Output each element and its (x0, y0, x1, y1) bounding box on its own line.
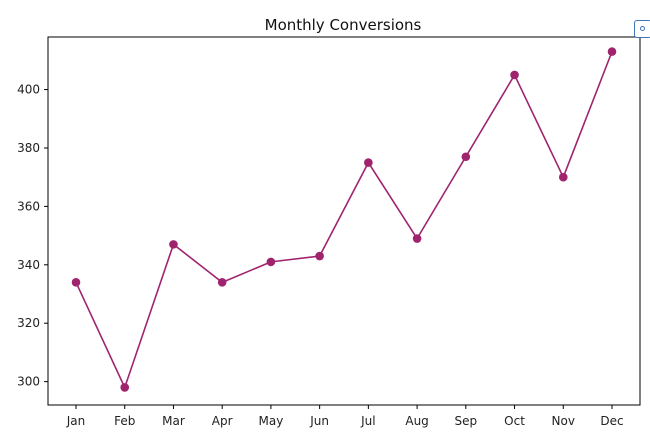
x-tick-label: Nov (552, 414, 575, 428)
data-point (217, 278, 227, 287)
data-point (120, 383, 130, 392)
data-point (558, 172, 568, 182)
x-tick-label: Feb (114, 414, 135, 428)
expand-icon-center (640, 26, 645, 31)
data-point (510, 70, 519, 80)
y-tick-label: 340 (17, 258, 40, 272)
data-point (461, 152, 471, 162)
data-point (71, 278, 81, 287)
y-tick-label: 380 (17, 141, 40, 155)
y-tick-label: 360 (17, 199, 40, 213)
data-point (607, 47, 617, 56)
x-tick-label: Apr (212, 414, 233, 428)
x-tick-label: May (259, 414, 284, 428)
axes-frame (47, 36, 641, 406)
y-tick-label: 320 (17, 316, 40, 330)
plot-area: 300 320 340 360 380 400 Jan Feb Mar Apr May Jun Jul A… (17, 36, 641, 428)
expand-icon[interactable] (634, 20, 650, 38)
x-tick-label: Mar (162, 414, 185, 428)
x-tick-label: Dec (600, 414, 623, 428)
data-point (412, 234, 422, 243)
x-tick-label: Oct (504, 414, 525, 428)
data-point (266, 257, 276, 267)
series-line (75, 51, 613, 389)
chart-title: Monthly Conversions (265, 16, 422, 34)
data-point (364, 158, 373, 167)
x-tick-label: Jan (66, 414, 86, 428)
x-tick-label: Aug (405, 414, 428, 428)
data-point (169, 240, 178, 249)
x-tick-label: Jul (360, 414, 375, 428)
data-point (315, 251, 324, 261)
y-tick-label: 300 (17, 375, 40, 389)
x-tick-label: Sep (455, 414, 478, 428)
y-tick-label: 400 (17, 83, 40, 97)
x-tick-label: Jun (309, 414, 329, 428)
